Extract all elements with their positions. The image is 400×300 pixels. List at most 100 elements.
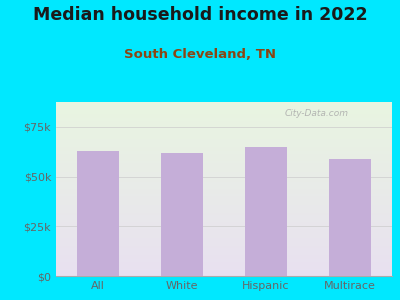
Bar <box>56 177 392 178</box>
Bar <box>56 203 392 205</box>
Bar <box>56 106 392 107</box>
Bar <box>56 180 392 182</box>
Bar <box>56 123 392 124</box>
Bar <box>56 184 392 185</box>
Bar <box>56 196 392 198</box>
Bar <box>56 191 392 193</box>
Bar <box>56 156 392 158</box>
Bar <box>56 107 392 109</box>
Bar <box>56 194 392 196</box>
Bar <box>56 104 392 106</box>
Bar <box>56 238 392 239</box>
Bar <box>56 248 392 250</box>
Bar <box>56 271 392 272</box>
Bar <box>56 154 392 156</box>
Bar <box>56 128 392 130</box>
Bar <box>56 109 392 111</box>
Bar <box>56 231 392 233</box>
Bar <box>56 130 392 132</box>
Bar <box>56 220 392 222</box>
Bar <box>329 159 371 276</box>
Bar <box>56 246 392 248</box>
Bar <box>56 112 392 114</box>
Bar <box>56 198 392 200</box>
Bar <box>56 126 392 128</box>
Bar <box>56 161 392 163</box>
Bar <box>56 269 392 271</box>
Bar <box>56 142 392 144</box>
Bar <box>56 159 392 161</box>
Bar <box>56 175 392 177</box>
Bar <box>56 189 392 191</box>
Bar <box>56 250 392 252</box>
Bar <box>56 124 392 126</box>
Bar <box>56 102 392 104</box>
Bar <box>245 147 287 276</box>
Bar <box>56 255 392 257</box>
Text: Median household income in 2022: Median household income in 2022 <box>33 6 367 24</box>
Bar <box>56 158 392 159</box>
Bar <box>56 139 392 140</box>
Bar <box>56 252 392 254</box>
Bar <box>56 227 392 229</box>
Bar <box>56 193 392 194</box>
Bar <box>56 137 392 139</box>
Bar <box>56 149 392 151</box>
Bar <box>56 146 392 147</box>
Bar <box>56 229 392 231</box>
Bar <box>56 187 392 189</box>
Bar <box>56 111 392 112</box>
Bar <box>56 217 392 219</box>
Bar <box>56 232 392 234</box>
Bar <box>56 147 392 149</box>
Bar <box>56 226 392 227</box>
Bar <box>56 267 392 269</box>
Bar <box>56 272 392 274</box>
Bar <box>56 201 392 203</box>
Bar <box>56 172 392 173</box>
Bar <box>56 262 392 264</box>
Bar <box>56 266 392 267</box>
Bar <box>56 119 392 121</box>
Bar <box>56 168 392 170</box>
Bar <box>56 264 392 266</box>
Bar <box>56 239 392 241</box>
Text: City-Data.com: City-Data.com <box>284 109 348 118</box>
Bar <box>56 205 392 206</box>
Bar <box>161 153 203 276</box>
Bar <box>56 219 392 220</box>
Bar <box>56 260 392 262</box>
Bar <box>56 118 392 119</box>
Bar <box>56 133 392 135</box>
Bar <box>56 222 392 224</box>
Bar <box>56 170 392 172</box>
Bar <box>56 140 392 142</box>
Bar <box>56 245 392 246</box>
Bar <box>56 210 392 212</box>
Bar <box>56 144 392 146</box>
Bar <box>56 182 392 184</box>
Bar <box>56 259 392 260</box>
Bar <box>56 254 392 255</box>
Bar <box>56 135 392 137</box>
Bar <box>56 165 392 167</box>
Bar <box>56 167 392 168</box>
Text: South Cleveland, TN: South Cleveland, TN <box>124 48 276 61</box>
Bar <box>56 116 392 118</box>
Bar <box>56 274 392 276</box>
Bar <box>77 151 119 276</box>
Bar <box>56 152 392 154</box>
Bar <box>56 114 392 116</box>
Bar <box>56 234 392 236</box>
Bar <box>56 236 392 238</box>
Bar <box>56 185 392 187</box>
Bar <box>56 132 392 133</box>
Bar <box>56 121 392 123</box>
Bar <box>56 151 392 152</box>
Bar <box>56 257 392 259</box>
Bar <box>56 213 392 215</box>
Bar <box>56 173 392 175</box>
Bar <box>56 206 392 208</box>
Bar <box>56 215 392 217</box>
Bar <box>56 224 392 226</box>
